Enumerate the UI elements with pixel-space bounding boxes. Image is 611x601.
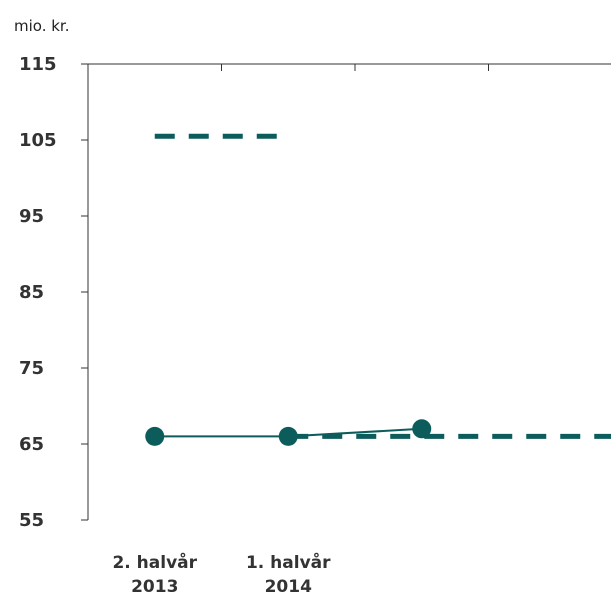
y-tick-label: 115 (19, 54, 57, 75)
data-point (145, 426, 165, 446)
x-tick-label: 1. halvår (246, 551, 331, 573)
axes (81, 63, 611, 521)
series-layer (145, 133, 611, 446)
y-tick-label: 55 (19, 510, 44, 531)
y-unit-label: mio. kr. (14, 17, 69, 35)
y-tick-label: 105 (19, 130, 57, 151)
x-tick-label: 2. halvår (112, 551, 197, 573)
y-tick-label: 95 (19, 206, 44, 227)
y-tick-label: 65 (19, 434, 44, 455)
x-tick-labels: 2. halvår 2013 1. halvår 2014 (112, 551, 331, 597)
y-tick-label: 75 (19, 358, 44, 379)
x-tick-label: 2013 (131, 577, 178, 597)
data-point (412, 419, 432, 439)
x-tick-label: 2014 (265, 577, 312, 597)
y-tick-labels: 115 105 95 85 75 65 55 (19, 54, 57, 531)
y-tick-label: 85 (19, 282, 44, 303)
